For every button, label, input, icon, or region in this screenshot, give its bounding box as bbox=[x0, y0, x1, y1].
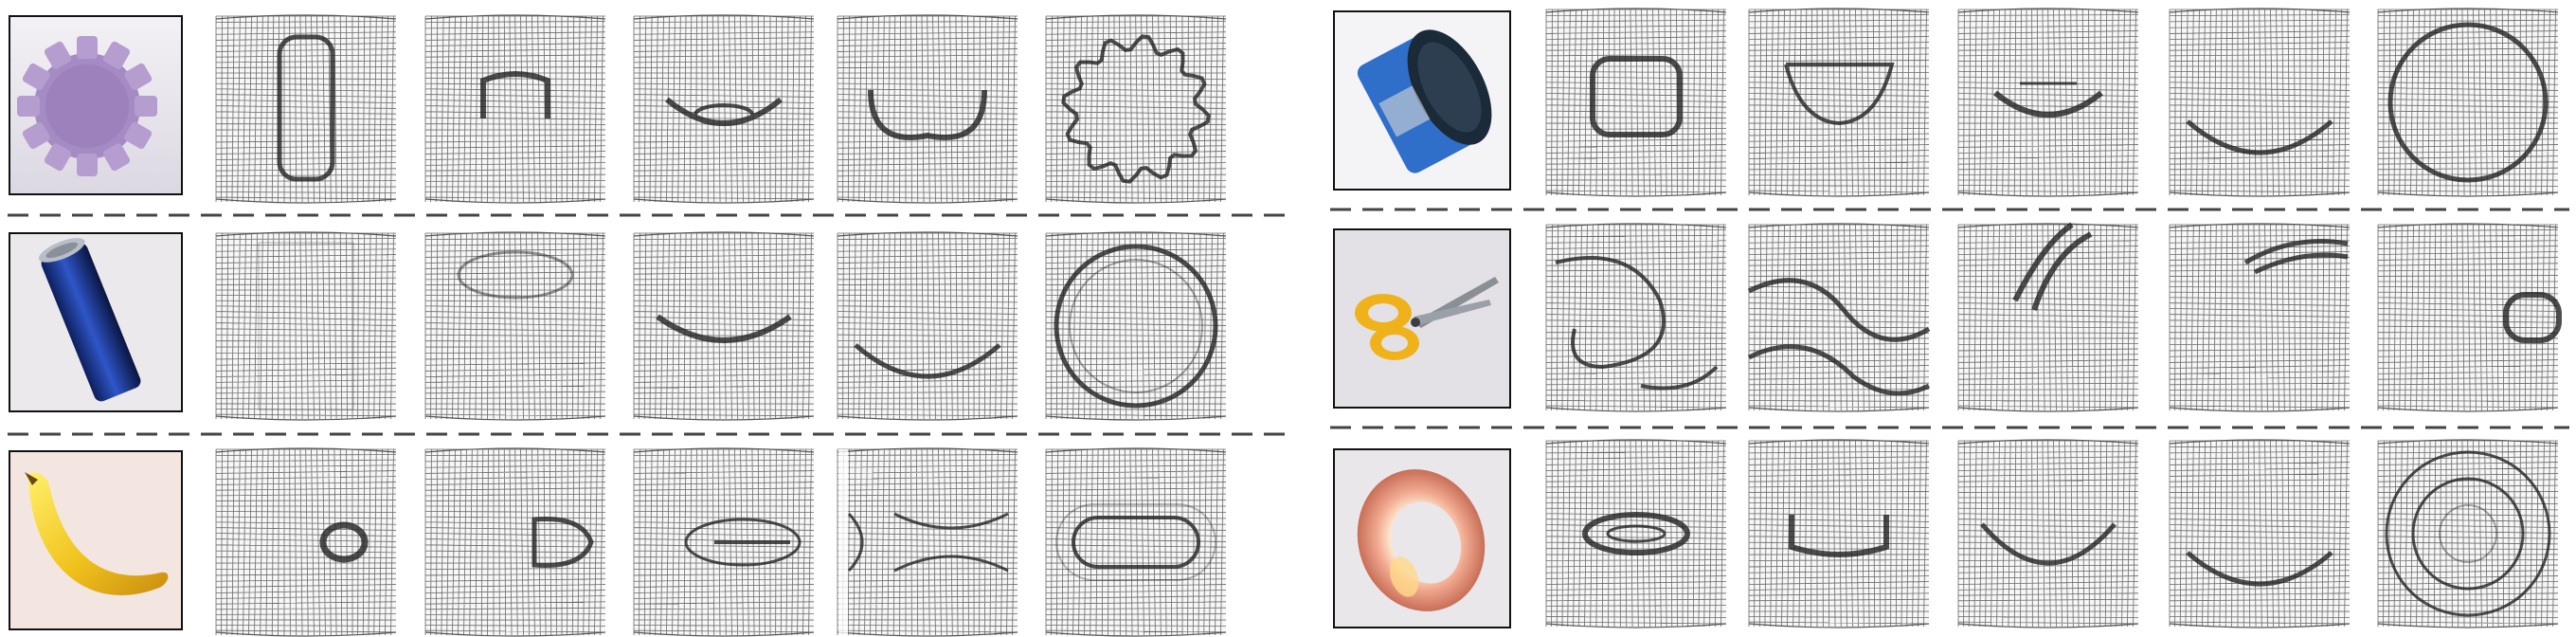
grid-tile-banana-5 bbox=[1045, 447, 1227, 637]
grid-tile-scissors-1 bbox=[1545, 223, 1727, 412]
thumb-gear bbox=[9, 15, 183, 195]
thumb-scissors bbox=[1333, 228, 1511, 409]
grid-tile-ring-5 bbox=[2377, 439, 2559, 628]
grid-tile-scissors-3 bbox=[1957, 222, 2139, 412]
grid-tile-banana-3 bbox=[633, 447, 815, 637]
thumb-tin bbox=[1333, 10, 1511, 191]
grid-tile-scissors-2 bbox=[1747, 223, 1931, 412]
grid-tile-gear-5 bbox=[1045, 14, 1227, 204]
grid-tile-can-5 bbox=[1045, 231, 1227, 421]
grid-tile-scissors-5 bbox=[2377, 223, 2562, 412]
grid-tile-can-2 bbox=[424, 231, 606, 421]
grid-tile-gear-3 bbox=[633, 14, 815, 204]
grid-tile-banana-1 bbox=[215, 447, 397, 637]
grid-tile-tin-4 bbox=[2169, 8, 2351, 197]
grid-tile-banana-4 bbox=[837, 447, 1018, 637]
grid-tile-ring-1 bbox=[1545, 439, 1727, 628]
grid-tile-tin-1 bbox=[1545, 8, 1727, 197]
grid-tile-ring-3 bbox=[1957, 439, 2139, 628]
grid-tile-scissors-4 bbox=[2169, 223, 2351, 412]
grid-tile-tin-5 bbox=[2377, 8, 2559, 197]
grid-tile-ring-2 bbox=[1748, 439, 1930, 628]
grid-tile-gear-2 bbox=[424, 14, 606, 204]
separators bbox=[8, 208, 2569, 436]
thumb-can bbox=[9, 232, 183, 412]
grid-tile-gear-1 bbox=[215, 14, 397, 204]
grid-tile-tin-2 bbox=[1748, 8, 1930, 197]
grid-tile-banana-2 bbox=[424, 447, 606, 637]
grid-tile-ring-4 bbox=[2169, 439, 2351, 628]
grid-tile-can-1 bbox=[215, 231, 397, 421]
grid-tile-can-3 bbox=[633, 231, 815, 421]
thumb-ring bbox=[1333, 448, 1511, 628]
grid-tile-gear-4 bbox=[837, 14, 1018, 204]
grid-tile-can-4 bbox=[837, 231, 1018, 421]
deformation-grid-tiles bbox=[215, 8, 2562, 637]
grid-tile-tin-3 bbox=[1957, 8, 2139, 197]
thumb-banana bbox=[9, 450, 183, 630]
